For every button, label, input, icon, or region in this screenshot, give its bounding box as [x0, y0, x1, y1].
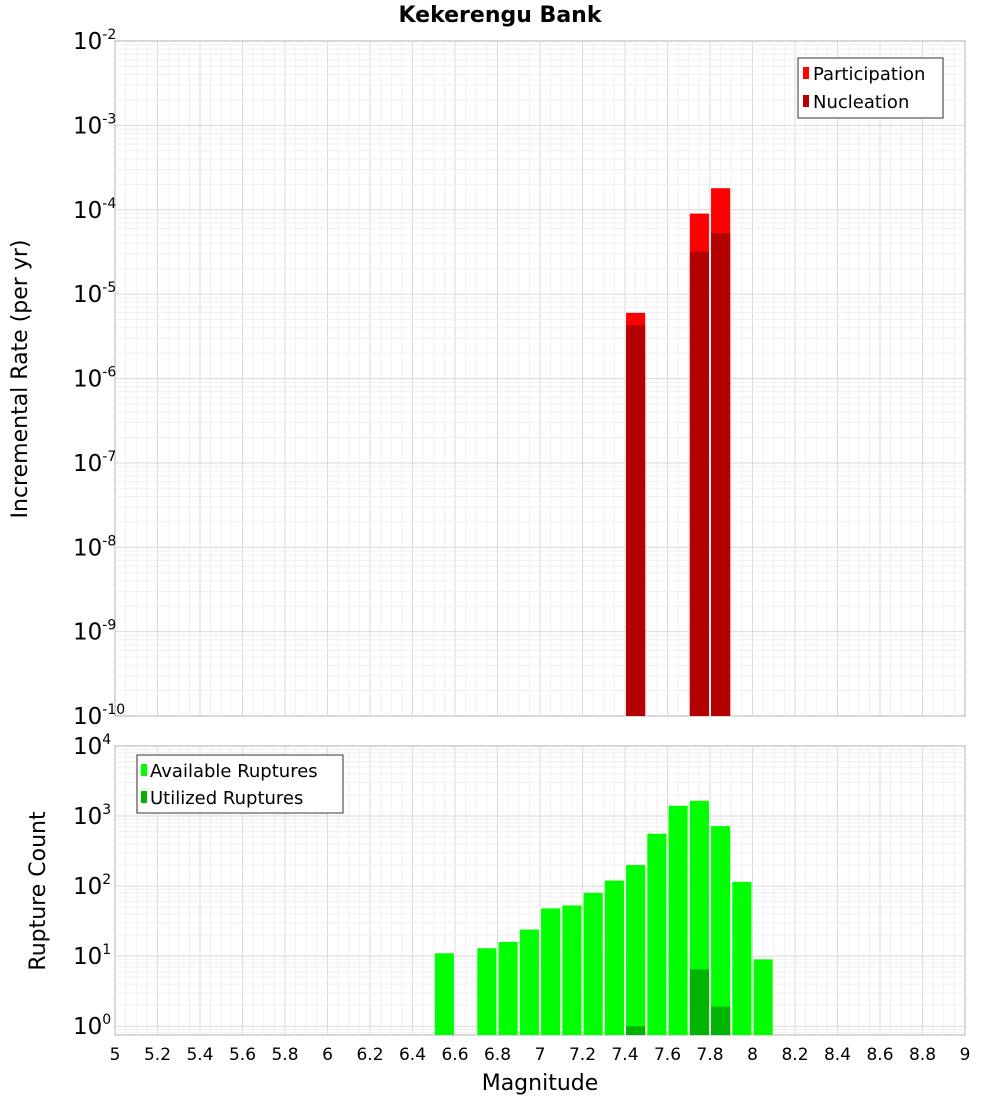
bar-available-ruptures [647, 833, 667, 1035]
bar-available-ruptures [434, 953, 454, 1035]
bar-available-ruptures [732, 881, 752, 1035]
bottom-legend-box [136, 754, 344, 814]
bottom-bars [434, 800, 773, 1035]
bar-available-ruptures [711, 826, 731, 1035]
bottom-grid [115, 746, 965, 1035]
x-tick-label: 6.8 [484, 1045, 511, 1065]
top-y-tick-labels: 10-10 10-9 10-8 10-7 10-6 10-5 10-4 10-3 10-2 [73, 27, 125, 730]
x-tick-label: 5.4 [186, 1045, 213, 1065]
bar-utilized-ruptures [711, 1006, 731, 1035]
bottom-y-axis-label: Rupture Count [26, 811, 51, 971]
x-tick-label: 7 [535, 1045, 546, 1065]
top-y-tick-label: 10-7 [73, 449, 116, 477]
top-y-tick-label: 10-4 [73, 196, 116, 224]
top-legend: Participation Nucleation [797, 57, 944, 119]
legend-label-participation: Participation [813, 64, 925, 85]
bar-available-ruptures [753, 959, 773, 1035]
top-legend-box [797, 57, 944, 119]
x-tick-label: 6 [322, 1045, 333, 1065]
bar-nucleation [711, 233, 731, 716]
bar-available-ruptures [541, 908, 561, 1035]
bar-nucleation [689, 251, 709, 716]
top-y-tick-label: 10-2 [73, 27, 116, 55]
x-tick-labels: 5 5.2 5.4 5.6 5.8 6 6.2 6.4 6.6 6.8 7 7.2 7.4 7.6 7.8 8… [110, 1045, 971, 1065]
x-tick-label: 8.6 [866, 1045, 893, 1065]
bottom-y-tick-label: 103 [73, 802, 111, 830]
top-y-tick-label: 10-6 [73, 365, 116, 393]
x-tick-label: 8.8 [909, 1045, 936, 1065]
x-tick-label: 7.8 [696, 1045, 723, 1065]
bottom-y-tick-label: 100 [73, 1012, 111, 1040]
x-tick-label: 6.4 [399, 1045, 426, 1065]
x-tick-label: 7.6 [654, 1045, 681, 1065]
bar-available-ruptures [498, 941, 518, 1035]
x-tick-label: 7.2 [569, 1045, 596, 1065]
top-y-tick-label: 10-9 [73, 618, 116, 646]
legend-label-utilized-ruptures: Utilized Ruptures [150, 788, 303, 809]
bar-utilized-ruptures [689, 969, 709, 1035]
legend-swatch-participation [803, 67, 809, 79]
top-y-tick-label: 10-3 [73, 111, 116, 139]
x-tick-label: 8.2 [781, 1045, 808, 1065]
top-grid [115, 41, 965, 716]
top-y-tick-label: 10-10 [73, 702, 125, 730]
bar-available-ruptures [477, 948, 497, 1035]
bar-available-ruptures [626, 865, 646, 1035]
x-tick-label: 5 [110, 1045, 121, 1065]
x-axis-label: Magnitude [482, 1071, 599, 1096]
top-y-tick-label: 10-8 [73, 533, 116, 561]
bar-available-ruptures [583, 892, 603, 1035]
legend-swatch-available-ruptures [141, 764, 147, 776]
bar-available-ruptures [668, 805, 688, 1035]
x-tick-label: 6.2 [356, 1045, 383, 1065]
x-tick-label: 7.4 [611, 1045, 638, 1065]
top-y-axis-label: Incremental Rate (per yr) [8, 240, 33, 519]
top-bars [626, 188, 731, 717]
bottom-legend: Available Ruptures Utilized Ruptures [136, 754, 344, 814]
x-tick-label: 6.6 [441, 1045, 468, 1065]
bar-utilized-ruptures [626, 1026, 646, 1035]
bottom-plot: 100 101 102 103 104 5 5.2 5.4 5.6 5.8 6 6.2 6.4 6.6 6… [26, 732, 970, 1096]
bar-available-ruptures [562, 905, 582, 1035]
x-tick-label: 5.6 [229, 1045, 256, 1065]
legend-label-available-ruptures: Available Ruptures [150, 761, 318, 782]
chart-title: Kekerengu Bank [399, 3, 603, 28]
bar-available-ruptures [604, 880, 624, 1035]
top-plot: 10-10 10-9 10-8 10-7 10-6 10-5 10-4 10-3 10-2 In… [8, 27, 966, 730]
legend-label-nucleation: Nucleation [813, 92, 909, 113]
bottom-y-tick-labels: 100 101 102 103 104 [73, 732, 111, 1040]
bottom-y-tick-label: 101 [73, 942, 111, 970]
legend-swatch-utilized-ruptures [141, 791, 147, 803]
x-tick-label: 8 [747, 1045, 758, 1065]
x-tick-label: 5.8 [271, 1045, 298, 1065]
legend-swatch-nucleation [803, 95, 809, 107]
x-tick-label: 5.2 [144, 1045, 171, 1065]
bottom-y-tick-label: 102 [73, 872, 111, 900]
bar-nucleation [626, 325, 646, 716]
bar-available-ruptures [519, 929, 539, 1035]
x-tick-label: 9 [960, 1045, 971, 1065]
top-y-tick-label: 10-5 [73, 280, 116, 308]
bottom-y-tick-label: 104 [73, 732, 111, 760]
x-tick-label: 8.4 [824, 1045, 851, 1065]
